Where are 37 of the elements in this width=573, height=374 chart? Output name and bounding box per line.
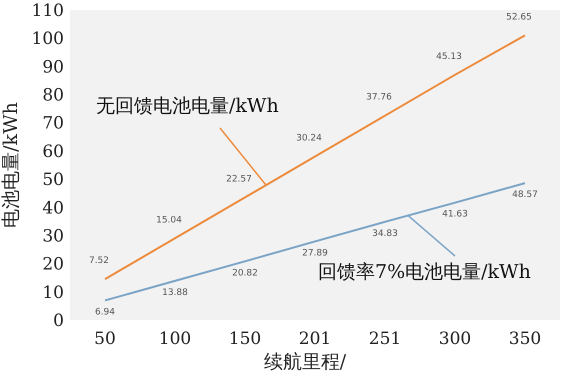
annotation: 30.24 bbox=[296, 134, 322, 144]
legend-label: 回馈率7%电池电量/kWh bbox=[318, 261, 531, 283]
annotation: 45.13 bbox=[436, 52, 462, 62]
text: 无回馈电池电量/kWh bbox=[96, 95, 279, 117]
y-tick-label: 110 bbox=[32, 1, 64, 21]
y-tick-label: 50 bbox=[42, 170, 64, 190]
y-tick-label: 20 bbox=[42, 254, 64, 275]
x-tick-label: 150 bbox=[228, 329, 262, 349]
y-tick-label: 90 bbox=[42, 57, 64, 78]
annotation: 22.57 bbox=[226, 174, 252, 184]
data-label: 13.88 bbox=[162, 288, 188, 298]
y-tick-label: 30 bbox=[42, 226, 64, 246]
data-label: 41.63 bbox=[442, 210, 468, 220]
data-label: 27.89 bbox=[302, 248, 328, 258]
data-label: 20.82 bbox=[232, 268, 258, 278]
y-tick-label: 40 bbox=[42, 198, 64, 218]
y-tick-label: 0 bbox=[53, 311, 64, 331]
y-tick-label: 80 bbox=[42, 86, 64, 106]
annotation: 15.04 bbox=[156, 215, 182, 226]
annotation: 37.76 bbox=[366, 92, 392, 103]
x-tick-label: 350 bbox=[508, 329, 542, 349]
y-tick-label: 70 bbox=[42, 114, 64, 134]
y-axis-title: 电池电量/kWh bbox=[0, 102, 22, 228]
annotation: 7.52 bbox=[88, 256, 110, 266]
x-tick-label: 100 bbox=[158, 329, 192, 349]
x-axis-title: 续航里程/ bbox=[264, 351, 347, 373]
x-tick-label: 50 bbox=[94, 329, 116, 349]
data-label: 34.83 bbox=[372, 228, 398, 239]
y-tick-label: 60 bbox=[42, 142, 64, 162]
x-tick-label: 300 bbox=[438, 329, 472, 349]
x-tick-label: 201 bbox=[298, 329, 332, 349]
data-label: 6.94 bbox=[94, 307, 116, 318]
x-tick-label: 251 bbox=[368, 329, 402, 349]
annotation: 52.65 bbox=[506, 12, 532, 22]
y-tick-label: 10 bbox=[42, 282, 64, 303]
y-tick-label: 100 bbox=[32, 29, 64, 50]
data-label: 48.57 bbox=[512, 190, 538, 200]
